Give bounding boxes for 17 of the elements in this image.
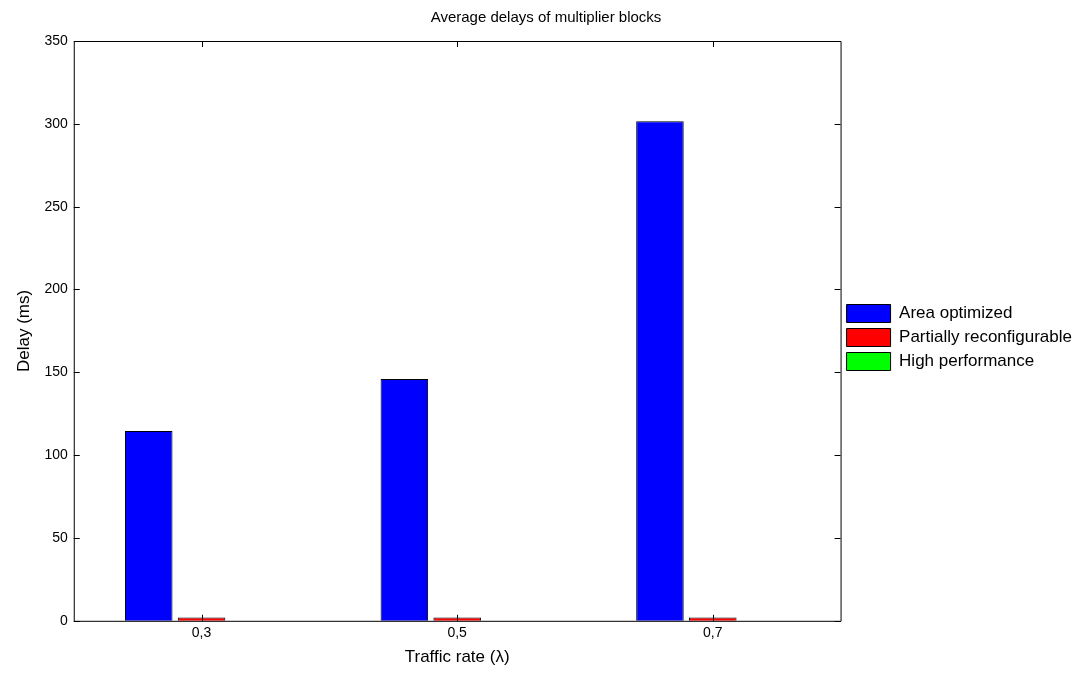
y-tick-label: 0: [59, 611, 68, 628]
y-tick-label: 300: [44, 114, 68, 131]
x-tick-label: 0,3: [191, 624, 212, 641]
y-tick-label: 350: [44, 31, 68, 48]
y-tick-label: 50: [52, 528, 68, 545]
legend-label: Partially reconfigurable: [899, 327, 1072, 347]
legend-label: Area optimized: [899, 303, 1013, 323]
legend-label: High performance: [899, 351, 1035, 371]
x-axis-title: Traffic rate (λ): [404, 647, 510, 667]
y-axis-title: Delay (ms): [13, 289, 33, 372]
x-tick-label: 0,7: [703, 624, 723, 641]
x-tick-label: 0,5: [447, 624, 468, 641]
y-tick-label: 150: [44, 363, 68, 380]
y-tick-label: 200: [44, 280, 68, 297]
chart-title: Average delays of multiplier blocks: [430, 8, 662, 26]
y-tick-label: 250: [44, 197, 68, 214]
y-tick-label: 100: [44, 446, 68, 462]
